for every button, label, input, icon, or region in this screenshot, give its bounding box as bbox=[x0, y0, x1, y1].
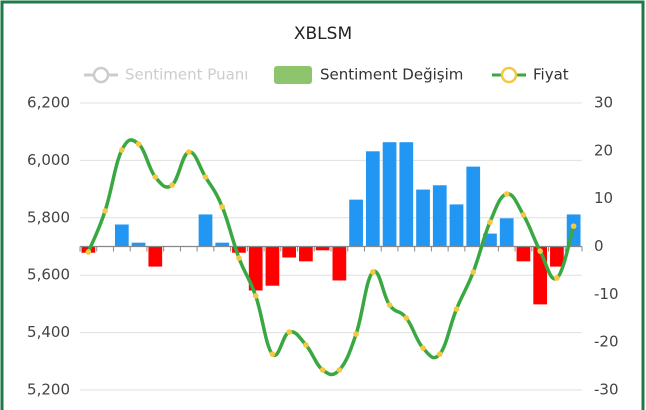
marker bbox=[370, 269, 376, 275]
legend-marker bbox=[92, 66, 110, 84]
marker bbox=[470, 269, 477, 275]
marker bbox=[185, 149, 192, 155]
marker bbox=[169, 182, 175, 188]
bar bbox=[282, 246, 297, 258]
marker bbox=[303, 342, 309, 348]
y2-tick-label: 10 bbox=[594, 189, 613, 207]
marker bbox=[487, 219, 493, 225]
y-tick-label: 5,400 bbox=[27, 323, 70, 341]
marker bbox=[286, 329, 292, 335]
bar bbox=[114, 224, 129, 247]
bar bbox=[399, 142, 414, 247]
y2-tick-label: -20 bbox=[594, 333, 619, 351]
marker bbox=[436, 351, 443, 357]
y-tick-label: 6,000 bbox=[27, 151, 70, 169]
marker bbox=[119, 147, 125, 153]
marker bbox=[503, 191, 510, 197]
y-tick-label: 5,800 bbox=[27, 208, 70, 226]
y-tick-label: 5,600 bbox=[27, 266, 70, 284]
marker bbox=[353, 331, 359, 337]
bar bbox=[265, 246, 280, 286]
bar bbox=[349, 199, 363, 247]
bar bbox=[299, 246, 313, 262]
marker bbox=[386, 302, 393, 308]
marker bbox=[453, 306, 460, 312]
y-tick-label: 6,200 bbox=[27, 94, 70, 112]
marker bbox=[202, 174, 209, 180]
y2-tick-label: -10 bbox=[594, 285, 619, 303]
y-tick-label: 5,200 bbox=[27, 381, 70, 399]
marker bbox=[135, 141, 142, 147]
bar bbox=[215, 242, 230, 247]
marker bbox=[570, 223, 577, 229]
marker bbox=[152, 174, 159, 180]
marker bbox=[336, 367, 343, 373]
marker bbox=[252, 293, 259, 299]
bar bbox=[449, 204, 464, 247]
legend-label: Sentiment Değişim bbox=[320, 66, 463, 84]
bar bbox=[198, 214, 213, 247]
bar bbox=[131, 242, 146, 247]
y2-tick-label: 20 bbox=[594, 141, 613, 159]
bar bbox=[516, 246, 531, 262]
marker bbox=[520, 212, 527, 218]
y2-tick-label: 30 bbox=[594, 94, 613, 112]
bar bbox=[365, 151, 380, 247]
marker bbox=[403, 315, 410, 321]
bar bbox=[466, 166, 481, 247]
bar bbox=[432, 185, 447, 247]
marker bbox=[554, 275, 560, 281]
bar bbox=[550, 246, 564, 267]
bar bbox=[232, 246, 246, 253]
bar bbox=[382, 142, 397, 247]
marker bbox=[269, 351, 276, 357]
legend-label: Fiyat bbox=[533, 66, 569, 84]
marker bbox=[420, 345, 426, 351]
marker bbox=[219, 204, 226, 210]
legend-marker bbox=[500, 66, 518, 84]
bar bbox=[148, 246, 163, 267]
chart-title: XBLSM bbox=[294, 24, 352, 44]
bar bbox=[416, 189, 430, 247]
marker bbox=[319, 367, 326, 373]
marker bbox=[85, 249, 92, 255]
bar bbox=[332, 246, 347, 281]
legend-swatch bbox=[274, 66, 312, 84]
marker bbox=[236, 255, 242, 261]
bar bbox=[248, 246, 263, 291]
y2-tick-label: 0 bbox=[594, 237, 604, 255]
y2-tick-label: -30 bbox=[594, 381, 619, 399]
bar bbox=[483, 233, 497, 247]
marker bbox=[537, 248, 543, 254]
marker bbox=[102, 208, 108, 214]
bar bbox=[533, 246, 548, 305]
bar bbox=[315, 246, 330, 251]
legend-label: Sentiment Puanı bbox=[125, 66, 248, 84]
bar bbox=[499, 218, 514, 247]
